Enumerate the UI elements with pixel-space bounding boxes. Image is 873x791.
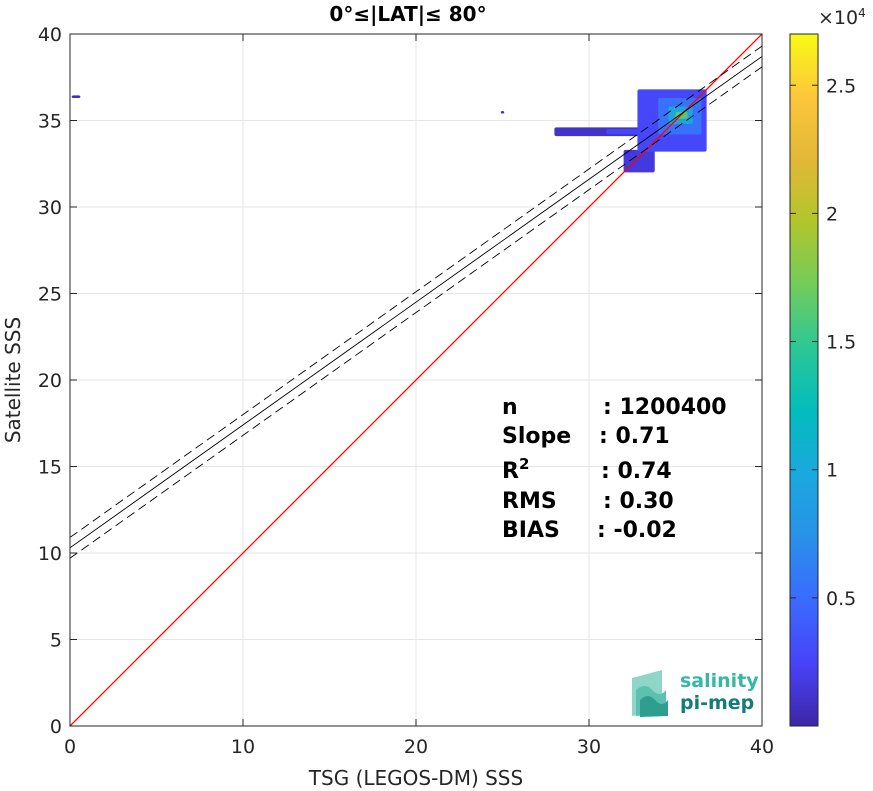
x-tick-label: 40	[750, 736, 774, 758]
colorbar-tick-label: 2.5	[826, 75, 856, 97]
y-tick-label: 35	[38, 111, 62, 133]
x-tick-label: 30	[577, 736, 601, 758]
y-tick-label: 40	[38, 24, 62, 46]
density-cell	[71, 95, 81, 99]
stat-label-bias: BIAS	[502, 518, 560, 543]
colorbar-tick-label: 1.5	[826, 332, 856, 354]
stat-value-n: : 1200400	[603, 395, 727, 420]
x-axis-label: TSG (LEGOS-DM) SSS	[308, 766, 523, 790]
y-tick-label: 0	[50, 716, 62, 738]
y-tick-label: 15	[38, 457, 62, 479]
salinity-pi-mep-logo: salinity pi-mep	[632, 670, 759, 717]
logo-line1: salinity	[680, 670, 759, 692]
line-fit-upper	[70, 45, 762, 538]
logo-line2: pi-mep	[680, 692, 754, 714]
colorbar-ticks: 0.5 1 1.5 2 2.5	[790, 75, 856, 610]
y-tick-label: 5	[50, 630, 62, 652]
colorbar-multiplier: ×104	[818, 6, 866, 29]
stat-label-slope: Slope	[502, 424, 571, 449]
y-tick-label: 20	[38, 370, 62, 392]
colorbar	[789, 33, 819, 727]
y-tick-label: 25	[38, 284, 62, 306]
colorbar-tick-label: 2	[826, 203, 838, 225]
y-tick-label: 10	[38, 543, 62, 565]
colorbar-tick-label: 0.5	[826, 588, 856, 610]
stat-value-slope: : 0.71	[599, 424, 670, 449]
stat-value-rms: : 0.30	[603, 489, 674, 514]
chart-title: 0°≤|LAT|≤ 80°	[329, 2, 486, 26]
x-tick-label: 10	[231, 736, 255, 758]
stat-label-n: n	[502, 395, 518, 420]
axis-tick-labels: 0 10 20 30 40 0 5 10 15 20 25 30 35 40	[38, 24, 774, 758]
stat-value-r: : 0.74	[601, 459, 672, 484]
y-axis-label: Satellite SSS	[1, 317, 25, 443]
x-tick-label: 20	[404, 736, 428, 758]
axis-ticks	[69, 33, 763, 727]
stat-value-bias: : -0.02	[597, 518, 677, 543]
line-fit-lower	[70, 66, 762, 559]
density-cell	[623, 149, 655, 173]
y-tick-label: 30	[38, 197, 62, 219]
colorbar-tick-label: 1	[826, 460, 838, 482]
line-fit	[70, 56, 762, 549]
x-tick-label: 0	[64, 736, 76, 758]
stat-label-rms: RMS	[502, 489, 557, 514]
wave-logo-icon	[632, 670, 668, 717]
line-1-1	[70, 34, 762, 726]
reference-lines	[70, 34, 762, 726]
density-cell	[500, 110, 505, 114]
